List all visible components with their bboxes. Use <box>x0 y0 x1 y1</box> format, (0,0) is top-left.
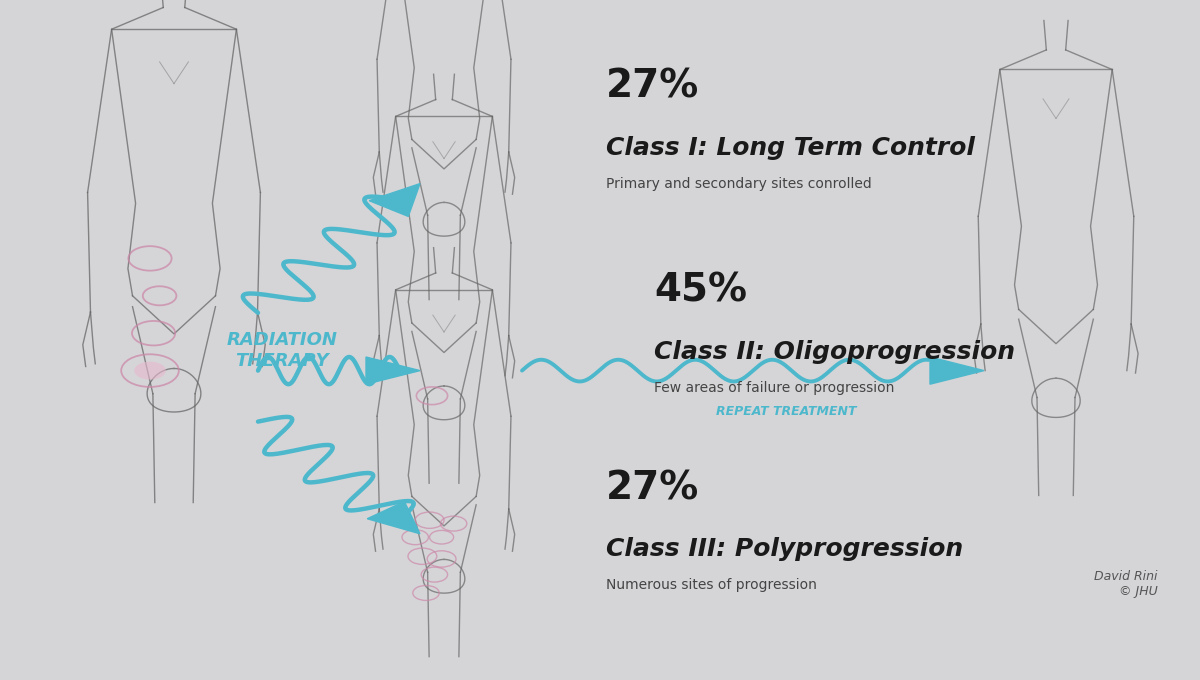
Text: 27%: 27% <box>606 68 700 106</box>
Text: Few areas of failure or progression: Few areas of failure or progression <box>654 381 894 395</box>
Polygon shape <box>367 502 420 534</box>
Text: Class I: Long Term Control: Class I: Long Term Control <box>606 136 974 160</box>
Text: REPEAT TREATMENT: REPEAT TREATMENT <box>715 405 857 418</box>
Text: RADIATION
THERAPY: RADIATION THERAPY <box>227 330 337 370</box>
Text: Numerous sites of progression: Numerous sites of progression <box>606 578 817 592</box>
Text: Class III: Polyprogression: Class III: Polyprogression <box>606 537 964 561</box>
Text: David Rini
© JHU: David Rini © JHU <box>1094 571 1158 598</box>
Polygon shape <box>930 357 984 384</box>
Text: Class II: Oligoprogression: Class II: Oligoprogression <box>654 340 1015 364</box>
Circle shape <box>134 362 166 379</box>
Polygon shape <box>366 357 420 384</box>
Polygon shape <box>370 184 420 216</box>
Text: Primary and secondary sites conrolled: Primary and secondary sites conrolled <box>606 177 871 191</box>
Text: 45%: 45% <box>654 272 746 310</box>
Text: 27%: 27% <box>606 469 700 507</box>
